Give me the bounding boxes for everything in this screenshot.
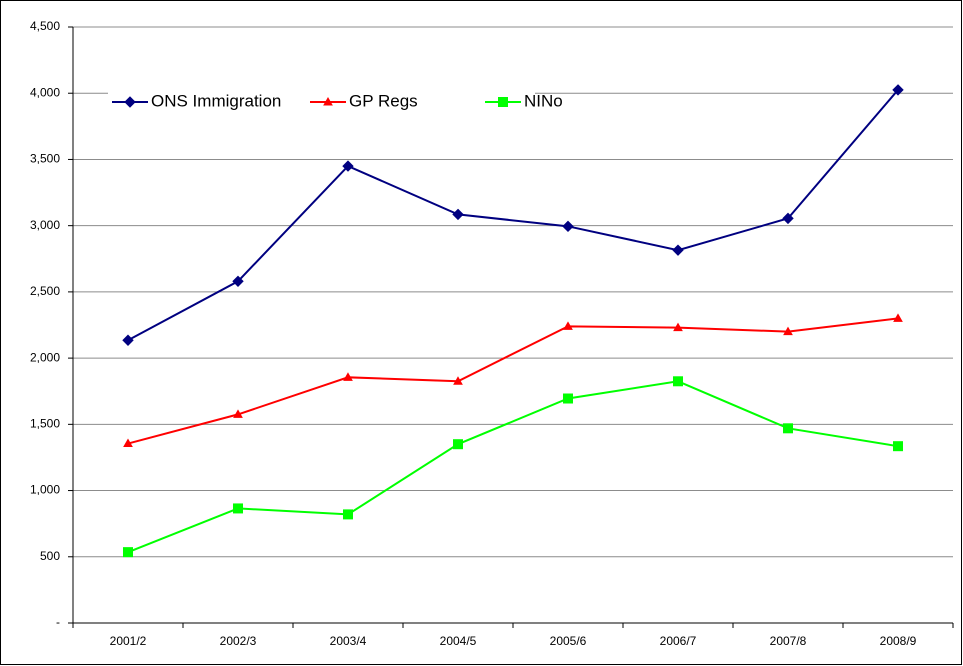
marker	[563, 393, 573, 404]
y-tick-label: 2,000	[30, 350, 60, 364]
y-tick-label: 3,500	[30, 152, 60, 166]
marker	[673, 376, 683, 387]
x-tick-label: 2002/3	[220, 634, 257, 648]
y-tick-label: 500	[40, 549, 60, 563]
x-tick-label: 2003/4	[330, 634, 367, 648]
marker	[563, 321, 573, 330]
legend-text: ONS Immigration	[151, 91, 281, 110]
y-tick-label: 2,500	[30, 284, 60, 298]
marker	[453, 376, 463, 385]
x-tick-label: 2006/7	[660, 634, 697, 648]
marker	[452, 208, 464, 221]
y-tick-label: 1,000	[30, 483, 60, 497]
x-tick-label: 2001/2	[110, 634, 147, 648]
marker	[122, 334, 134, 346]
marker	[123, 438, 133, 448]
legend-text: GP Regs	[349, 91, 418, 110]
marker	[123, 547, 133, 558]
marker	[498, 97, 508, 107]
marker	[673, 322, 683, 332]
x-tick-label: 2007/8	[770, 634, 807, 648]
y-tick-label: 3,000	[30, 218, 60, 232]
y-tick-label: -	[56, 615, 60, 629]
marker	[893, 441, 903, 452]
marker	[783, 326, 793, 336]
marker	[232, 275, 244, 288]
marker	[233, 409, 243, 418]
y-tick-label: 1,500	[30, 417, 60, 431]
y-tick-label: 4,500	[30, 19, 60, 33]
marker	[343, 372, 353, 381]
series-line	[127, 89, 899, 342]
marker	[562, 220, 574, 233]
x-tick-label: 2008/9	[880, 634, 917, 648]
x-tick-label: 2005/6	[550, 634, 587, 648]
marker	[233, 503, 243, 514]
marker	[783, 423, 793, 434]
marker	[782, 212, 794, 225]
y-tick-label: 4,000	[30, 85, 60, 99]
marker	[323, 96, 333, 106]
series-line	[127, 317, 899, 445]
marker	[343, 509, 353, 520]
marker	[672, 244, 684, 256]
marker	[342, 160, 354, 172]
x-tick-label: 2004/5	[440, 634, 477, 648]
marker	[453, 439, 463, 450]
legend: ONS Immigration GP Regs NINo	[108, 62, 563, 158]
marker	[892, 84, 904, 96]
legend-text: NINo	[524, 91, 563, 110]
marker	[124, 96, 136, 108]
series-line	[127, 380, 899, 554]
marker	[893, 313, 903, 322]
legend-box	[108, 62, 535, 158]
